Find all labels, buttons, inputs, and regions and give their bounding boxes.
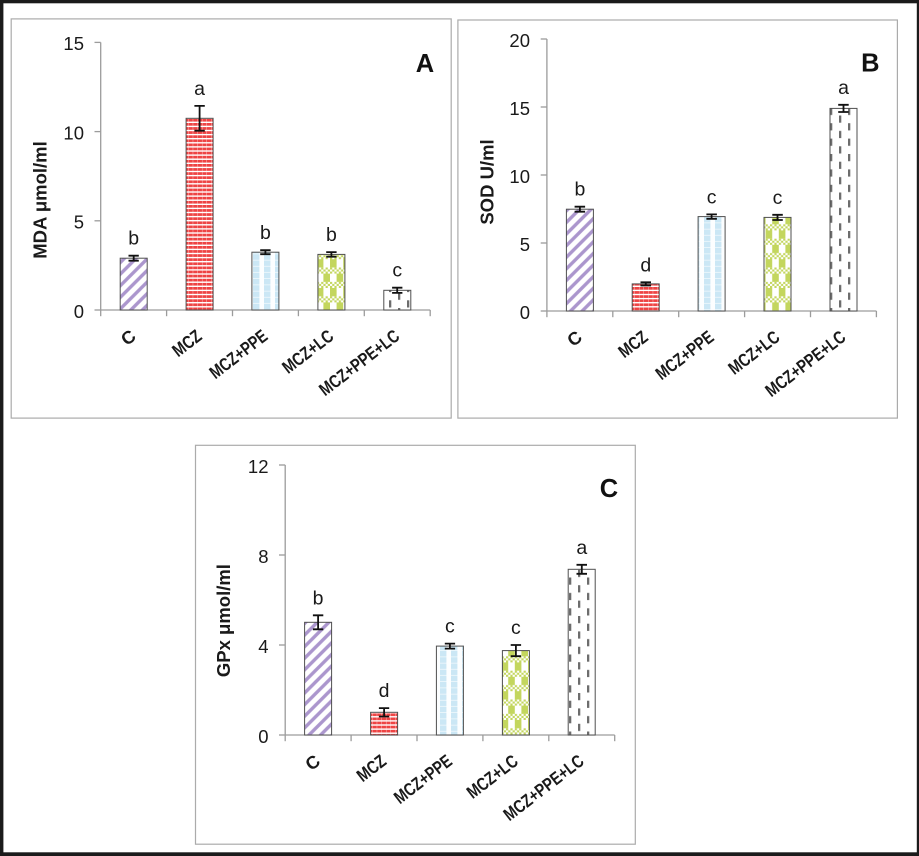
svg-text:b: b <box>574 179 585 201</box>
svg-text:b: b <box>313 587 324 609</box>
svg-text:MDA μmol/ml: MDA μmol/ml <box>30 141 51 259</box>
svg-text:15: 15 <box>509 98 530 119</box>
svg-text:b: b <box>128 228 139 250</box>
svg-text:B: B <box>861 50 879 78</box>
svg-text:0: 0 <box>258 726 268 747</box>
svg-text:c: c <box>445 616 455 638</box>
svg-text:a: a <box>576 537 587 559</box>
svg-text:d: d <box>640 254 651 276</box>
svg-text:12: 12 <box>248 456 269 477</box>
svg-text:C: C <box>600 475 618 503</box>
svg-text:10: 10 <box>63 122 84 143</box>
svg-text:d: d <box>379 680 390 702</box>
svg-text:a: a <box>838 77 849 99</box>
svg-text:8: 8 <box>258 546 268 567</box>
svg-text:c: c <box>511 617 521 639</box>
svg-text:SOD U/ml: SOD U/ml <box>477 139 498 224</box>
svg-text:c: c <box>773 187 783 209</box>
svg-text:GPx μmol/ml: GPx μmol/ml <box>213 564 234 677</box>
svg-text:c: c <box>707 186 717 208</box>
svg-text:c: c <box>392 260 402 282</box>
svg-text:A: A <box>416 50 434 78</box>
svg-text:5: 5 <box>74 212 84 233</box>
svg-text:5: 5 <box>520 234 530 255</box>
svg-text:b: b <box>326 224 337 246</box>
svg-text:a: a <box>194 78 205 100</box>
svg-text:20: 20 <box>509 30 530 51</box>
svg-text:0: 0 <box>74 301 84 322</box>
svg-text:10: 10 <box>509 166 530 187</box>
svg-text:15: 15 <box>63 33 84 54</box>
svg-text:0: 0 <box>520 302 530 323</box>
svg-text:b: b <box>260 222 271 244</box>
svg-text:4: 4 <box>258 636 268 657</box>
